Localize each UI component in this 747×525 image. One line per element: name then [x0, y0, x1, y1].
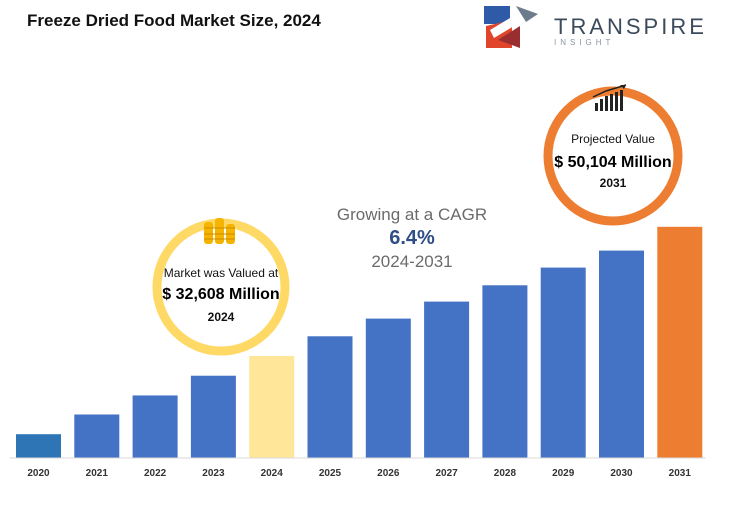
- bar-2023: [190, 375, 236, 458]
- x-tick-label-2030: 2030: [610, 468, 633, 479]
- x-tick-label-2021: 2021: [86, 468, 109, 479]
- x-tick-label-2023: 2023: [202, 468, 225, 479]
- bar-2021: [74, 414, 120, 458]
- cagr-value: 6.4%: [389, 227, 435, 249]
- projected-ring: [543, 84, 683, 226]
- market-valued-callout: Market was Valued at $ 32,608 Million 20…: [150, 266, 292, 324]
- bar-2025: [307, 336, 353, 458]
- x-tick-label-2025: 2025: [319, 468, 342, 479]
- logo-subtitle: INSIGHT: [554, 38, 615, 47]
- transpire-logo: TRANSPIRE INSIGHT: [476, 0, 706, 56]
- cagr-label: Growing at a CAGR: [336, 205, 488, 224]
- market-valued-ring: [152, 218, 290, 356]
- market-valued-label: Market was Valued at: [163, 266, 279, 280]
- x-tick-label-2029: 2029: [552, 468, 575, 479]
- x-tick-label-2020: 2020: [27, 468, 50, 479]
- x-tick-label-2022: 2022: [144, 468, 167, 479]
- bar-2026: [365, 318, 411, 458]
- market-valued-value: $ 32,608 Million: [162, 286, 280, 303]
- bar-2029: [540, 267, 586, 458]
- bar-2030: [599, 250, 644, 458]
- projected-value: $ 50,104 Million: [554, 154, 672, 171]
- x-tick-label-2026: 2026: [377, 468, 400, 479]
- x-tick-label-2031: 2031: [669, 468, 692, 479]
- cagr-callout: Growing at a CAGR 6.4% 2024-2031: [310, 205, 514, 272]
- chart-title: Freeze Dried Food Market Size, 2024: [27, 11, 321, 30]
- market-valued-year: 2024: [207, 310, 235, 324]
- x-tick-label-2024: 2024: [261, 468, 284, 479]
- coins-icon: [204, 218, 235, 244]
- bar-2031: [657, 226, 703, 458]
- bar-2020: [16, 434, 61, 458]
- growth-bars-icon: [592, 84, 627, 111]
- logo-wordmark: TRANSPIRE: [554, 14, 707, 39]
- logo-mark-icon: [484, 6, 538, 48]
- bar-2024: [249, 356, 295, 458]
- x-tick-label-2027: 2027: [435, 468, 458, 479]
- projected-label: Projected Value: [571, 132, 655, 146]
- projected-year: 2031: [599, 176, 627, 190]
- projected-callout: Projected Value $ 50,104 Million 2031: [544, 132, 682, 190]
- bar-2022: [132, 395, 178, 458]
- cagr-range: 2024-2031: [371, 252, 453, 271]
- x-tick-label-2028: 2028: [494, 468, 517, 479]
- bar-2027: [424, 301, 470, 458]
- bar-2028: [482, 285, 528, 458]
